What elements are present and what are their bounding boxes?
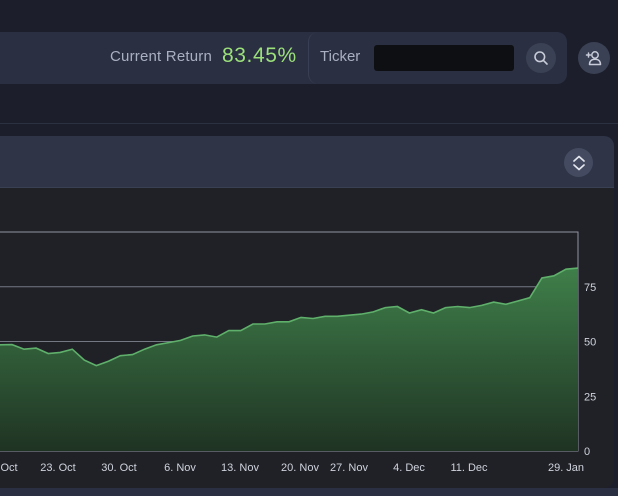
x-tick-label: 30. Oct [101,462,136,474]
x-tick-label: 11. Dec [450,462,488,474]
top-bar: Current Return 83.45% Ticker [0,32,567,84]
section-divider [0,123,618,124]
x-tick-label: 20. Nov [281,462,319,474]
ticker-panel: Ticker [308,32,567,84]
x-tick-label: 27. Nov [330,462,368,474]
add-user-button[interactable] [578,42,610,74]
x-tick-label: 6. Nov [164,462,196,474]
y-tick-label: 25 [584,391,596,403]
y-tick-label: 0 [584,446,590,458]
x-tick-label: 29. Jan [548,462,584,474]
current-return-label: Current Return [110,48,213,65]
x-tick-label: Oct [0,462,17,474]
search-button[interactable] [526,43,556,73]
chart-card: 0 25 50 75 Oct 23. Oct 30. Oct 6. Nov 13. Nov 20… [0,136,614,488]
area-fill [0,268,578,451]
returns-area-chart: 0 25 50 75 Oct 23. Oct 30. Oct 6. Nov 13. Nov 20… [0,231,596,474]
current-return-value: 83.45% [222,44,297,67]
series-line [0,267,579,367]
ticker-input[interactable] [374,45,514,71]
expand-toggle-button[interactable] [564,148,593,177]
y-tick-label: 75 [584,282,596,294]
chart-card-header [0,136,614,188]
user-add-icon [585,51,602,66]
ticker-label: Ticker [320,48,361,65]
x-tick-label: 4. Dec [393,462,425,474]
chevron-up-down-icon [572,155,585,170]
y-tick-label: 50 [584,337,596,349]
bottom-strip [0,488,618,496]
x-tick-label: 23. Oct [40,462,75,474]
search-icon [534,51,548,65]
x-tick-label: 13. Nov [221,462,259,474]
